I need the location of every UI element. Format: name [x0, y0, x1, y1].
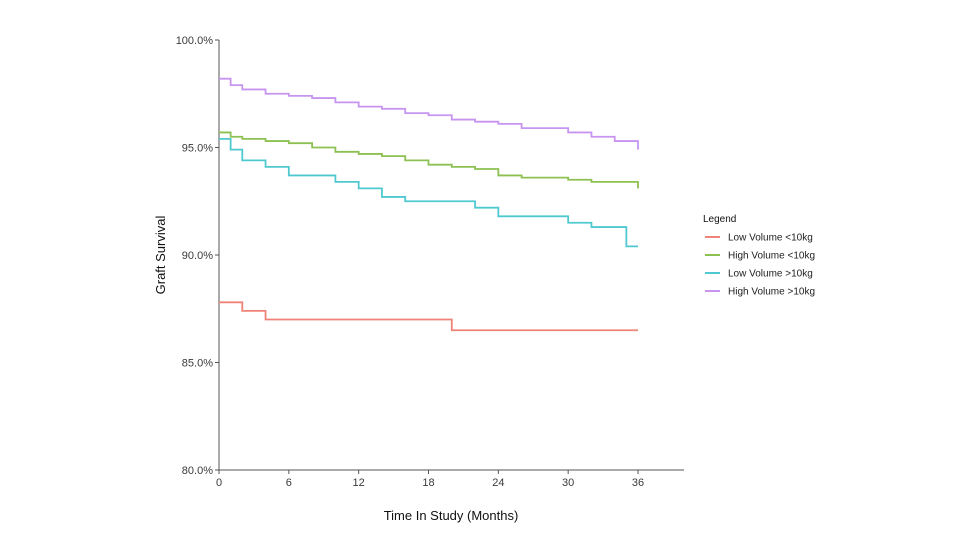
y-tick-label: 80.0%	[182, 465, 213, 477]
y-axis-title: Graft Survival	[153, 216, 168, 295]
series-line-1	[219, 301, 638, 332]
x-tick-label: 18	[422, 477, 434, 489]
y-ticks: 80.0% 85.0% 90.0% 95.0% 100.0%	[176, 35, 219, 477]
x-tick-label: 12	[353, 477, 365, 489]
y-tick-label: 85.0%	[182, 358, 213, 370]
x-axis-title: Time In Study (Months)	[384, 508, 519, 523]
x-tick-label: 36	[632, 477, 644, 489]
legend-label: Low Volume <10kg	[728, 233, 813, 244]
legend-items: Low Volume <10kg High Volume <10kg Low Vol…	[705, 233, 815, 298]
legend-label: High Volume >10kg	[728, 287, 815, 298]
x-tick-label: 30	[562, 477, 574, 489]
series-line-2	[219, 131, 639, 189]
legend-title: Legend	[703, 214, 736, 225]
series-group	[219, 77, 639, 332]
x-ticks: 0 6 12 18 24 30 36	[216, 470, 644, 489]
series-line-4	[219, 77, 639, 150]
y-tick-label: 95.0%	[182, 143, 213, 155]
x-tick-label: 24	[492, 477, 504, 489]
x-tick-label: 0	[216, 477, 222, 489]
legend: Legend Low Volume <10kg High Volume <10kg…	[703, 214, 815, 298]
legend-label: Low Volume >10kg	[728, 269, 813, 280]
x-tick-label: 6	[286, 477, 292, 489]
axes	[218, 40, 684, 471]
y-tick-label: 90.0%	[182, 250, 213, 262]
y-tick-label: 100.0%	[176, 35, 214, 47]
series-line-3	[219, 138, 638, 248]
legend-label: High Volume <10kg	[728, 251, 815, 262]
